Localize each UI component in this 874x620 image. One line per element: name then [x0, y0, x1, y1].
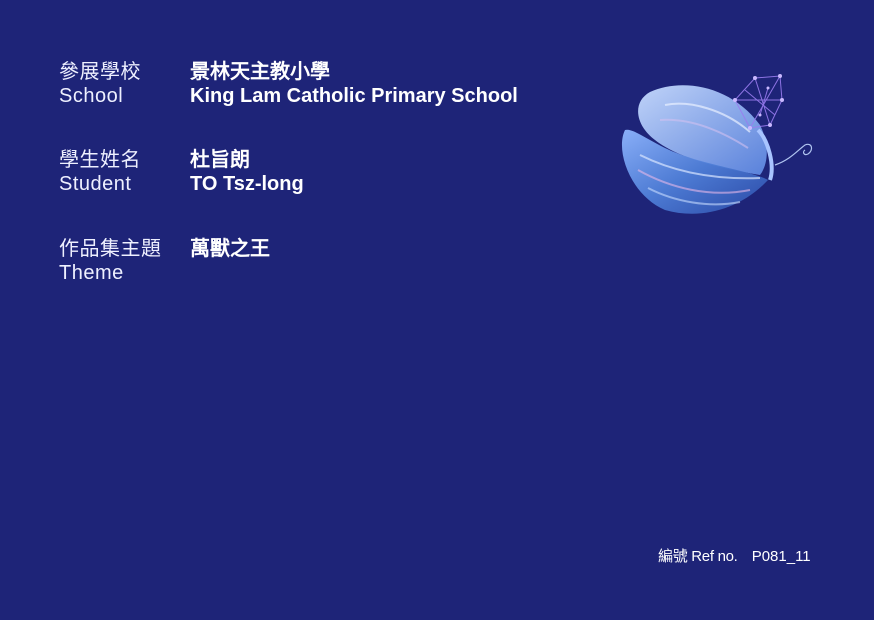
student-name-zh: 杜旨朗	[190, 149, 250, 171]
butterfly-icon	[610, 70, 820, 225]
school-name-en: King Lam Catholic Primary School	[190, 85, 518, 107]
student-name-en: TO Tsz-long	[190, 173, 304, 195]
reference-value: P081_11	[751, 548, 811, 565]
student-label-zh: 學生姓名	[59, 149, 141, 171]
theme-title-zh: 萬獸之王	[190, 238, 270, 260]
school-label-en: School	[59, 85, 124, 107]
theme-label-zh: 作品集主題	[59, 238, 162, 260]
reference-number: 編號 Ref no. P081_11	[658, 545, 811, 566]
theme-label-en: Theme	[59, 262, 124, 284]
student-label-en: Student	[59, 173, 132, 195]
school-label-zh: 參展學校	[59, 61, 141, 83]
school-name-zh: 景林天主教小學	[190, 61, 330, 83]
reference-label: 編號 Ref no.	[658, 548, 738, 565]
